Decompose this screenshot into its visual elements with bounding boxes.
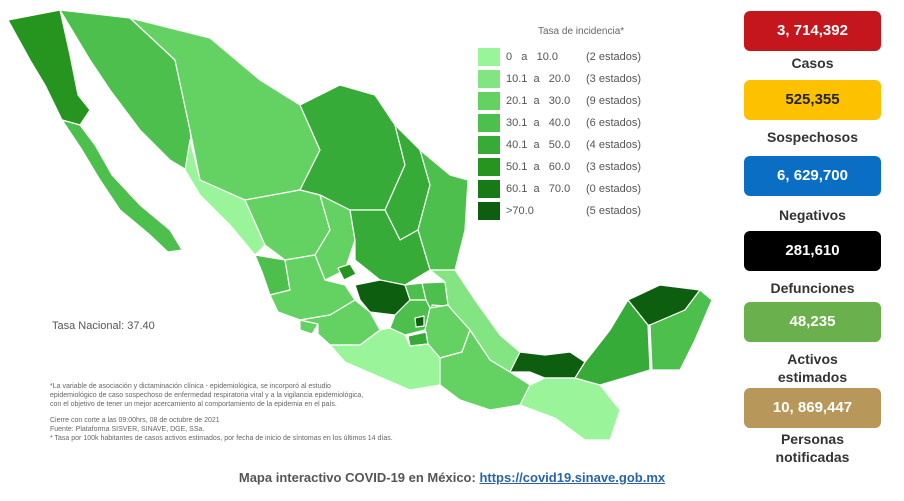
legend-count: (3 estados)	[586, 161, 642, 173]
legend-swatch	[478, 48, 500, 66]
state-baja-california-sur[interactable]	[61, 119, 183, 253]
footnote-line: *La variable de asociación y dictaminaci…	[50, 383, 331, 390]
sospechosos-label: Sospechosos	[766, 129, 859, 145]
negativos-value: 6, 629,700	[744, 156, 881, 196]
legend-count: (2 estados)	[586, 51, 642, 63]
defunciones-label: Defunciones	[770, 280, 855, 296]
footer-text: Mapa interactivo COVID-19 en México:	[238, 470, 480, 485]
footnote-line: Fuente: Plataforma SISVER, SINAVE, DGE, …	[50, 426, 205, 433]
activos-label-line1: Activos	[787, 351, 838, 367]
legend-count: (3 estados)	[586, 73, 642, 85]
legend-swatch	[478, 114, 500, 132]
casos-label: Casos	[791, 55, 834, 71]
defunciones-value: 281,610	[744, 231, 881, 271]
state-jalisco[interactable]	[269, 254, 356, 321]
activos-label-line2: estimados	[777, 369, 848, 385]
legend-range: 40.1 a 50.0	[506, 139, 571, 151]
legend-title: Tasa de incidencia*	[538, 26, 625, 37]
tasa-nacional: Tasa Nacional: 37.40	[52, 320, 155, 332]
legend-row: 20.1 a 30.0 (9 estados)	[478, 92, 678, 110]
legend-row: 10.1 a 20.0 (3 estados)	[478, 70, 678, 88]
legend-swatch	[478, 70, 500, 88]
legend-swatch	[478, 180, 500, 198]
legend-swatch	[478, 136, 500, 154]
legend-row: 60.1 a 70.0 (0 estados)	[478, 180, 678, 198]
legend-swatch	[478, 202, 500, 220]
legend-count: (6 estados)	[586, 117, 642, 129]
state-tabasco[interactable]	[509, 351, 586, 379]
legend-range: 50.1 a 60.0	[506, 161, 571, 173]
mexico-incidence-map	[7, 9, 713, 441]
legend-range: 10.1 a 20.0	[506, 73, 571, 85]
legend-range: 0 a 10.0	[506, 51, 558, 63]
legend-row: 50.1 a 60.0 (3 estados)	[478, 158, 678, 176]
state-campeche[interactable]	[574, 299, 651, 386]
legend-count: (4 estados)	[586, 139, 642, 151]
state-tamaulipas[interactable]	[417, 149, 469, 271]
legend-row: 40.1 a 50.0 (4 estados)	[478, 136, 678, 154]
legend-range: 60.1 a 70.0	[506, 183, 571, 195]
legend-swatch	[478, 158, 500, 176]
legend-count: (0 estados)	[586, 183, 642, 195]
personas-value: 10, 869,447	[744, 388, 881, 428]
state-guerrero[interactable]	[329, 327, 441, 391]
state-chiapas[interactable]	[519, 377, 621, 441]
legend-range: 20.1 a 30.0	[506, 95, 571, 107]
legend-count: (5 estados)	[586, 205, 642, 217]
legend-range: >70.0	[506, 205, 534, 217]
legend-swatch	[478, 92, 500, 110]
footnote-line: con el objetivo de tener un mejor acerca…	[50, 401, 337, 408]
sospechosos-value: 525,355	[744, 80, 881, 120]
legend-row: 30.1 a 40.0 (6 estados)	[478, 114, 678, 132]
state-baja-california[interactable]	[7, 9, 91, 126]
legend-row: >70.0 (5 estados)	[478, 202, 678, 220]
activos-value: 48,235	[744, 302, 881, 342]
legend-row: 0 a 10.0 (2 estados)	[478, 48, 678, 66]
personas-label: Personas notificadas	[744, 430, 881, 466]
legend-range: 30.1 a 40.0	[506, 117, 571, 129]
footnote-line: epidemiológico de caso sospechoso de enf…	[50, 392, 364, 399]
activos-label: Activos estimados	[744, 350, 881, 386]
casos-value: 3, 714,392	[744, 11, 881, 51]
state-quintana-roo[interactable]	[649, 289, 713, 371]
state-cdmx[interactable]	[414, 315, 425, 328]
personas-label-line2: notificadas	[775, 449, 850, 465]
footnote-line: Cierre con corte a las 09:00hrs, 08 de o…	[50, 417, 220, 424]
state-san-luis-potosi[interactable]	[349, 209, 431, 286]
covid-map-link[interactable]: https://covid19.sinave.gob.mx	[479, 470, 666, 485]
negativos-label: Negativos	[779, 207, 846, 223]
personas-label-line1: Personas	[780, 431, 845, 447]
state-aguascalientes[interactable]	[337, 263, 357, 281]
footnote-line: * Tasa por 100k habitantes de casos acti…	[50, 435, 393, 442]
legend-count: (9 estados)	[586, 95, 642, 107]
footer: Mapa interactivo COVID-19 en México: htt…	[0, 470, 904, 485]
footnotes: *La variable de asociación y dictaminaci…	[50, 382, 410, 443]
